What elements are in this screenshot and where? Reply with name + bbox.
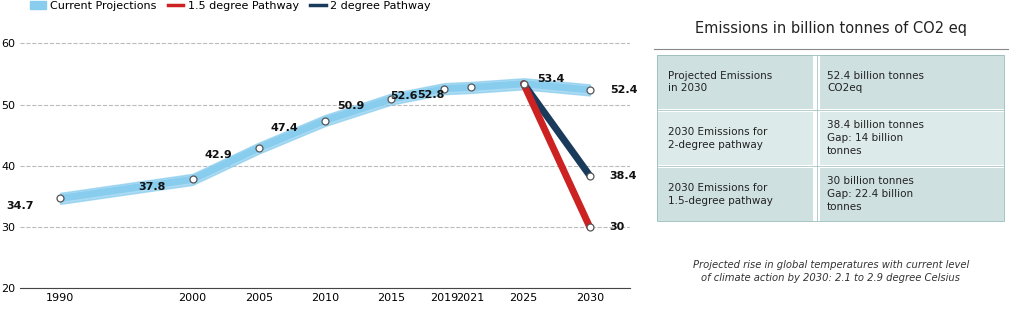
Text: Projected rise in global temperatures with current level
of climate action by 20: Projected rise in global temperatures wi… [692, 260, 969, 283]
Bar [658, 112, 813, 165]
Text: 30: 30 [610, 222, 625, 232]
Text: 42.9: 42.9 [205, 151, 232, 160]
Legend: Current Projections, 1.5 degree Pathway, 2 degree Pathway: Current Projections, 1.5 degree Pathway,… [25, 0, 435, 15]
Text: 38.4 billion tonnes
Gap: 14 billion
tonnes: 38.4 billion tonnes Gap: 14 billion tonn… [828, 120, 924, 156]
Text: Emissions in billion tonnes of CO2 eq: Emissions in billion tonnes of CO2 eq [694, 21, 967, 36]
Text: 30 billion tonnes
Gap: 22.4 billion
tonnes: 30 billion tonnes Gap: 22.4 billion tonn… [828, 177, 914, 212]
Text: 34.7: 34.7 [6, 201, 34, 211]
Text: 52.4: 52.4 [610, 85, 637, 95]
Text: 52.4 billion tonnes
CO2eq: 52.4 billion tonnes CO2eq [828, 71, 924, 94]
Text: Projected Emissions
in 2030: Projected Emissions in 2030 [668, 71, 772, 94]
Bar [658, 55, 813, 109]
Bar [821, 112, 1005, 165]
Text: 2030 Emissions for
1.5-degree pathway: 2030 Emissions for 1.5-degree pathway [668, 183, 773, 206]
Text: 37.8: 37.8 [138, 182, 166, 192]
Text: 53.4: 53.4 [536, 74, 564, 84]
Bar [821, 55, 1005, 109]
Text: 38.4: 38.4 [610, 171, 637, 181]
Text: 52.8: 52.8 [416, 90, 444, 100]
Bar [658, 168, 813, 221]
Text: 50.9: 50.9 [337, 101, 364, 112]
Text: 47.4: 47.4 [271, 123, 298, 133]
Bar [658, 55, 1005, 221]
Text: 2030 Emissions for
2-degree pathway: 2030 Emissions for 2-degree pathway [668, 127, 768, 150]
Bar [821, 168, 1005, 221]
Text: 52.6: 52.6 [390, 91, 417, 101]
